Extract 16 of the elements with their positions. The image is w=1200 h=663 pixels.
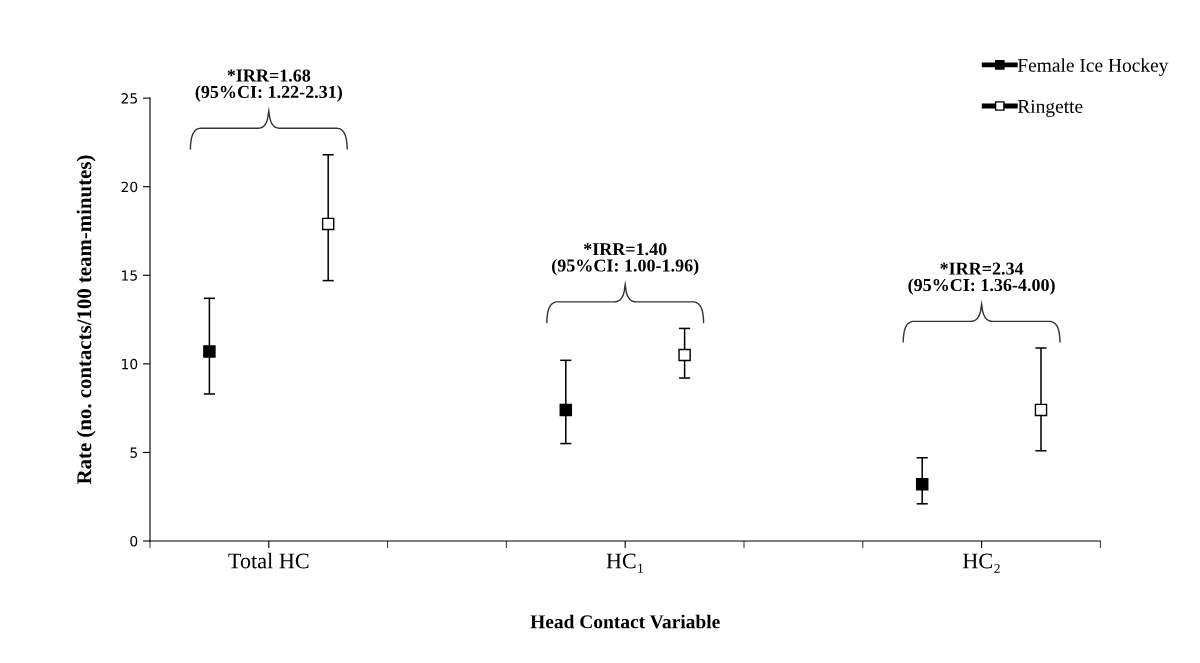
y-tick-label: 25 (121, 93, 137, 104)
x-tick-label: HC₂ (962, 553, 1000, 573)
y-tick-label: 15 (122, 270, 137, 281)
x-tick-label: Total HC (228, 552, 309, 569)
y-tick-label: 10 (122, 358, 138, 370)
y-tick-label: 5 (130, 447, 137, 458)
y-tick-label: 20 (121, 181, 138, 193)
annotation: *IRR=1.40 (95%CI: 1.00-1.96) (552, 243, 699, 276)
y-axis-title: Rate (no. contacts/100 team-minutes) (76, 155, 96, 485)
y-tick-label: 0 (130, 535, 138, 547)
x-axis-title: Head Contact Variable (530, 614, 720, 629)
legend-label: Female Ice Hockey (1017, 58, 1169, 76)
annotation: *IRR=1.68 (95%CI: 1.22-2.31) (195, 69, 342, 102)
annotation: *IRR=2.34 (95%CI: 1.36-4.00) (908, 262, 1055, 295)
legend-label: Ringette (1017, 99, 1083, 117)
x-tick-label: HC₁ (606, 553, 643, 573)
